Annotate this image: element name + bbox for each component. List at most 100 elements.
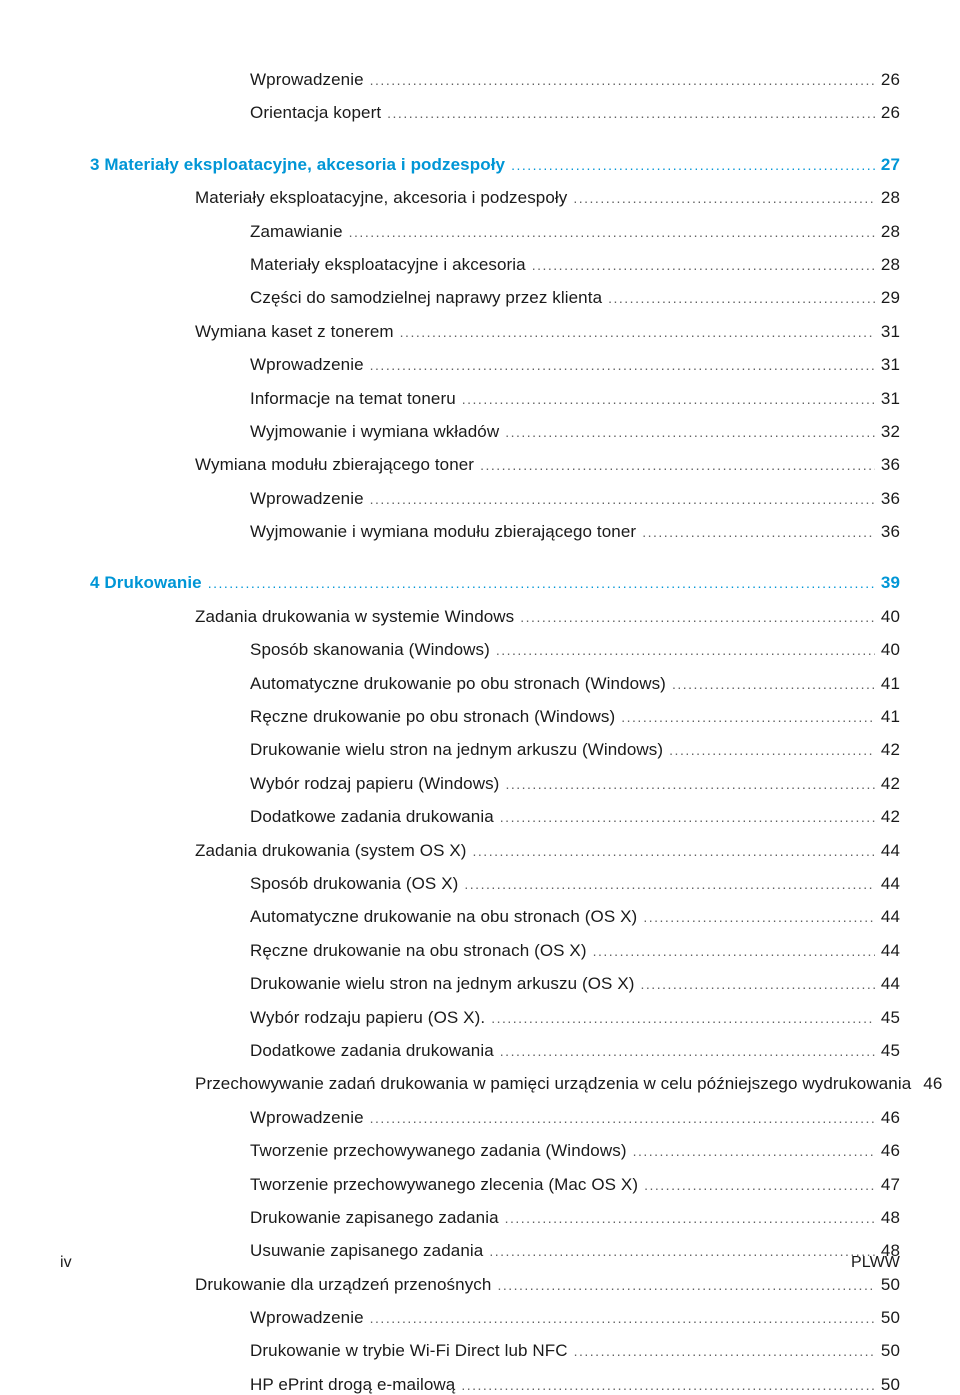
- toc-entry-page: 36: [881, 489, 900, 509]
- toc-entry-page: 26: [881, 103, 900, 123]
- toc-entry-label: HP ePrint drogą e-mailową: [250, 1375, 455, 1395]
- toc-entry-page: 42: [881, 740, 900, 760]
- toc-entry-label: Wprowadzenie: [250, 1308, 364, 1328]
- toc-entry-page: 47: [881, 1175, 900, 1195]
- toc-leader-dots: ........................................…: [669, 742, 875, 758]
- toc-leader-dots: ........................................…: [208, 575, 875, 591]
- toc-entry-label: Wprowadzenie: [250, 489, 364, 509]
- toc-entry[interactable]: Wymiana modułu zbierającego toner.......…: [60, 455, 900, 475]
- toc-leader-dots: ........................................…: [511, 157, 875, 173]
- toc-entry[interactable]: 3 Materiały eksploatacyjne, akcesoria i …: [60, 155, 900, 175]
- toc-leader-dots: ........................................…: [461, 1377, 875, 1393]
- toc-entry-label: Części do samodzielnej naprawy przez kli…: [250, 288, 602, 308]
- toc-entry[interactable]: Ręczne drukowanie na obu stronach (OS X)…: [60, 941, 900, 961]
- toc-entry[interactable]: Wyjmowanie i wymiana modułu zbierającego…: [60, 522, 900, 542]
- footer-page-number: iv: [60, 1254, 72, 1272]
- toc-leader-dots: ........................................…: [370, 491, 875, 507]
- toc-entry[interactable]: Automatyczne drukowanie po obu stronach …: [60, 674, 900, 694]
- toc-entry-page: 45: [881, 1041, 900, 1061]
- toc-entry-label: Sposób skanowania (Windows): [250, 640, 490, 660]
- toc-leader-dots: ........................................…: [642, 524, 875, 540]
- toc-entry-page: 42: [881, 774, 900, 794]
- toc-entry[interactable]: Wprowadzenie............................…: [60, 70, 900, 90]
- toc-entry[interactable]: Wprowadzenie............................…: [60, 1108, 900, 1128]
- toc-entry[interactable]: Automatyczne drukowanie na obu stronach …: [60, 907, 900, 927]
- toc-entry[interactable]: Informacje na temat toneru..............…: [60, 389, 900, 409]
- toc-spacer: [60, 137, 900, 155]
- toc-entry-label: Drukowanie w trybie Wi-Fi Direct lub NFC: [250, 1341, 568, 1361]
- toc-entry-label: Ręczne drukowanie na obu stronach (OS X): [250, 941, 587, 961]
- toc-entry[interactable]: 4 Drukowanie............................…: [60, 573, 900, 593]
- toc-entry-label: Materiały eksploatacyjne, akcesoria i po…: [195, 188, 567, 208]
- toc-page: Wprowadzenie............................…: [0, 0, 960, 1312]
- toc-leader-dots: ........................................…: [370, 357, 875, 373]
- toc-entry-label: Orientacja kopert: [250, 103, 381, 123]
- toc-entry-page: 28: [881, 222, 900, 242]
- toc-entry-label: Drukowanie zapisanego zadania: [250, 1208, 499, 1228]
- toc-entry[interactable]: Zadania drukowania w systemie Windows...…: [60, 607, 900, 627]
- toc-leader-dots: ........................................…: [520, 609, 875, 625]
- toc-entry-page: 36: [881, 522, 900, 542]
- toc-entry-page: 26: [881, 70, 900, 90]
- toc-entry[interactable]: Dodatkowe zadania drukowania............…: [60, 807, 900, 827]
- toc-entry[interactable]: Materiały eksploatacyjne, akcesoria i po…: [60, 188, 900, 208]
- toc-entry[interactable]: Części do samodzielnej naprawy przez kli…: [60, 288, 900, 308]
- toc-entry-page: 46: [881, 1108, 900, 1128]
- toc-entry[interactable]: Wymiana kaset z tonerem.................…: [60, 322, 900, 342]
- toc-entry[interactable]: Tworzenie przechowywanego zlecenia (Mac …: [60, 1175, 900, 1195]
- toc-entry-label: Dodatkowe zadania drukowania: [250, 807, 494, 827]
- toc-entry[interactable]: Przechowywanie zadań drukowania w pamięc…: [60, 1074, 900, 1094]
- toc-container: Wprowadzenie............................…: [60, 70, 900, 1395]
- toc-entry[interactable]: Materiały eksploatacyjne i akcesoria....…: [60, 255, 900, 275]
- toc-entry-page: 31: [881, 389, 900, 409]
- toc-leader-dots: ........................................…: [505, 1210, 875, 1226]
- toc-entry[interactable]: Ręczne drukowanie po obu stronach (Windo…: [60, 707, 900, 727]
- toc-entry[interactable]: Sposób drukowania (OS X)................…: [60, 874, 900, 894]
- toc-entry-page: 50: [881, 1275, 900, 1295]
- toc-entry[interactable]: Drukowanie wielu stron na jednym arkuszu…: [60, 974, 900, 994]
- toc-entry[interactable]: Tworzenie przechowywanego zadania (Windo…: [60, 1141, 900, 1161]
- toc-entry-page: 27: [881, 155, 900, 175]
- toc-entry-page: 39: [881, 573, 900, 593]
- toc-entry[interactable]: Zamawianie..............................…: [60, 222, 900, 242]
- toc-entry-label: Zadania drukowania (system OS X): [195, 841, 467, 861]
- toc-entry-page: 41: [881, 674, 900, 694]
- toc-leader-dots: ........................................…: [473, 843, 875, 859]
- toc-entry[interactable]: Drukowanie w trybie Wi-Fi Direct lub NFC…: [60, 1341, 900, 1361]
- toc-entry[interactable]: Dodatkowe zadania drukowania............…: [60, 1041, 900, 1061]
- toc-entry-page: 46: [881, 1141, 900, 1161]
- toc-entry-page: 31: [881, 322, 900, 342]
- toc-entry-label: Przechowywanie zadań drukowania w pamięc…: [195, 1074, 911, 1094]
- toc-leader-dots: ........................................…: [497, 1277, 874, 1293]
- toc-entry[interactable]: Sposób skanowania (Windows).............…: [60, 640, 900, 660]
- toc-entry[interactable]: Wprowadzenie............................…: [60, 1308, 900, 1328]
- toc-entry-label: 3 Materiały eksploatacyjne, akcesoria i …: [90, 155, 505, 175]
- toc-entry[interactable]: HP ePrint drogą e-mailową...............…: [60, 1375, 900, 1395]
- toc-entry-page: 44: [881, 841, 900, 861]
- toc-entry[interactable]: Zadania drukowania (system OS X)........…: [60, 841, 900, 861]
- toc-entry[interactable]: Drukowanie wielu stron na jednym arkuszu…: [60, 740, 900, 760]
- toc-entry-page: 45: [881, 1008, 900, 1028]
- toc-entry[interactable]: Drukowanie dla urządzeń przenośnych.....…: [60, 1275, 900, 1295]
- toc-entry[interactable]: Orientacja kopert.......................…: [60, 103, 900, 123]
- toc-entry-label: Sposób drukowania (OS X): [250, 874, 458, 894]
- toc-entry-label: Wprowadzenie: [250, 355, 364, 375]
- toc-leader-dots: ........................................…: [608, 290, 875, 306]
- toc-entry[interactable]: Wybór rodzaj papieru (Windows)..........…: [60, 774, 900, 794]
- toc-entry-page: 32: [881, 422, 900, 442]
- toc-leader-dots: ........................................…: [574, 1343, 875, 1359]
- toc-leader-dots: ........................................…: [643, 909, 875, 925]
- toc-entry-page: 29: [881, 288, 900, 308]
- toc-entry-label: Automatyczne drukowanie na obu stronach …: [250, 907, 637, 927]
- toc-entry-label: Zamawianie: [250, 222, 343, 242]
- toc-entry-label: Dodatkowe zadania drukowania: [250, 1041, 494, 1061]
- toc-leader-dots: ........................................…: [672, 676, 875, 692]
- toc-entry-page: 48: [881, 1208, 900, 1228]
- toc-entry[interactable]: Wyjmowanie i wymiana wkładów............…: [60, 422, 900, 442]
- toc-entry-label: Drukowanie dla urządzeń przenośnych: [195, 1275, 491, 1295]
- toc-entry-page: 31: [881, 355, 900, 375]
- toc-entry[interactable]: Drukowanie zapisanego zadania...........…: [60, 1208, 900, 1228]
- toc-entry[interactable]: Wprowadzenie............................…: [60, 489, 900, 509]
- toc-entry[interactable]: Wybór rodzaju papieru (OS X)............…: [60, 1008, 900, 1028]
- toc-entry[interactable]: Wprowadzenie............................…: [60, 355, 900, 375]
